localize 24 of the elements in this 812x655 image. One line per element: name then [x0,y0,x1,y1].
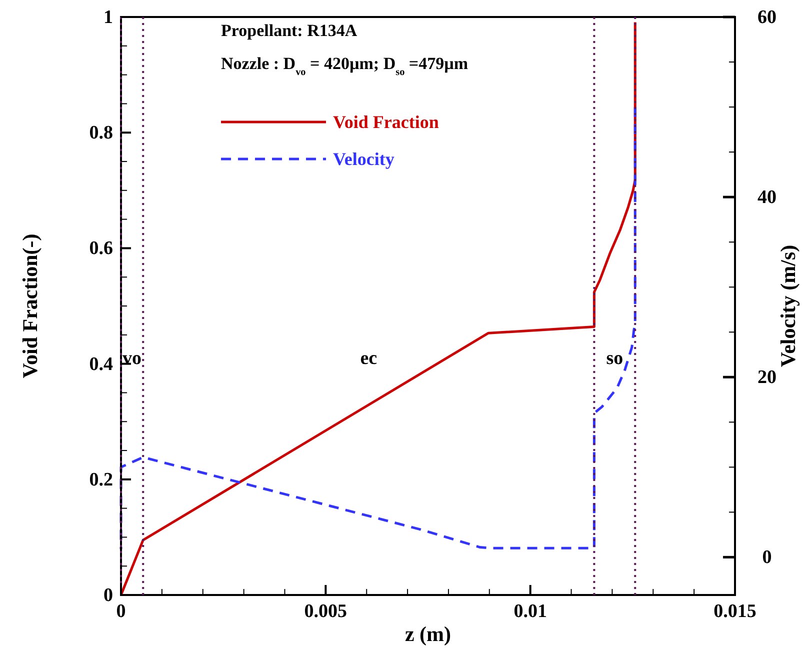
line-series [120,106,636,550]
text: Void Fraction [333,112,439,132]
annotation: vo [122,348,142,369]
x-tick-label: 0.005 [304,601,348,622]
annotation: Nozzle : D$_{vo}$= 420µm; D$_{so}$ =479µm [221,54,468,78]
y-tick-label: 0.2 [89,469,113,490]
y-tick-label: 0 [104,585,113,606]
x-axis-title: z (m) [404,622,452,646]
annotation: Propellant: R134A [221,21,358,40]
y2-tick-label: 40 [758,187,776,208]
y-axis-title: Void Fraction(-) [18,234,42,378]
y2-axis-title: Velocity (m/s) [776,244,800,368]
annotation: so [606,348,624,369]
y2-tick-label: 0 [762,547,772,568]
y2-tick-label: 20 [758,367,776,388]
text: Velocity [333,149,394,169]
y-tick-label: 0.6 [89,238,113,260]
x-tick-label: 0.01 [514,601,547,622]
y-tick-label: 0.8 [89,122,113,144]
annotation: ec [360,348,378,369]
y-tick-label: 1 [104,7,113,28]
y-tick-label: 0.4 [89,354,114,375]
y2-tick-label: 60 [758,7,776,28]
x-tick-label: 0.015 [714,601,756,622]
